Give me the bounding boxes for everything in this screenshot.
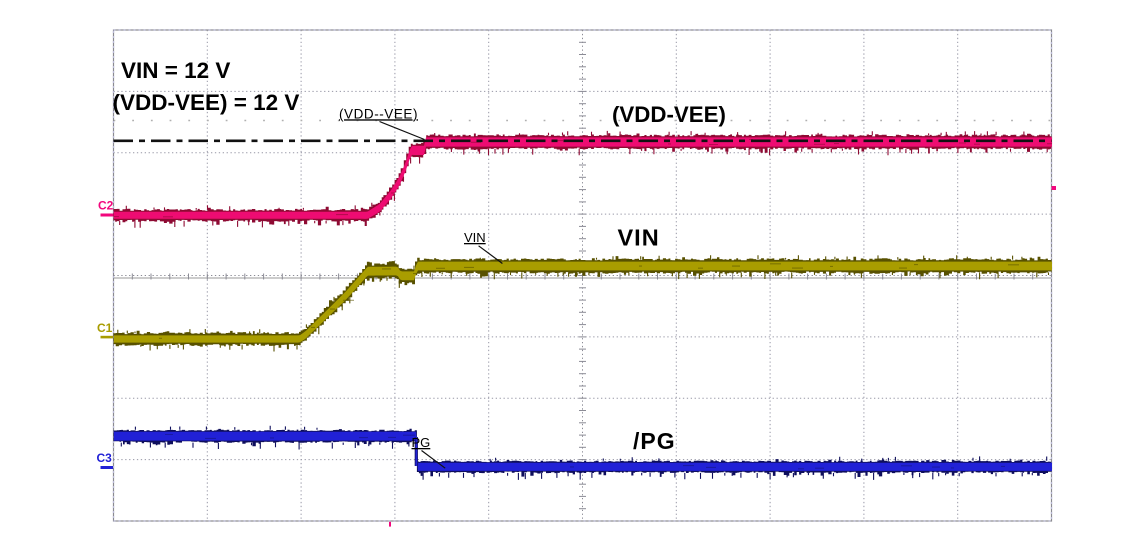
svg-text:(VDD--VEE): (VDD--VEE) — [339, 106, 418, 121]
svg-text:C1: C1 — [97, 321, 113, 335]
svg-text:VIN: VIN — [618, 224, 660, 250]
svg-text:VIN = 12 V: VIN = 12 V — [121, 58, 230, 83]
svg-text:/PG: /PG — [633, 428, 676, 454]
svg-text:PG: PG — [412, 435, 431, 450]
svg-text:C2: C2 — [98, 199, 114, 213]
svg-text:VIN: VIN — [464, 230, 486, 245]
svg-text:(VDD-VEE): (VDD-VEE) — [612, 102, 726, 127]
svg-text:(VDD-VEE) = 12 V: (VDD-VEE) = 12 V — [113, 90, 300, 115]
svg-text:C3: C3 — [97, 451, 113, 465]
